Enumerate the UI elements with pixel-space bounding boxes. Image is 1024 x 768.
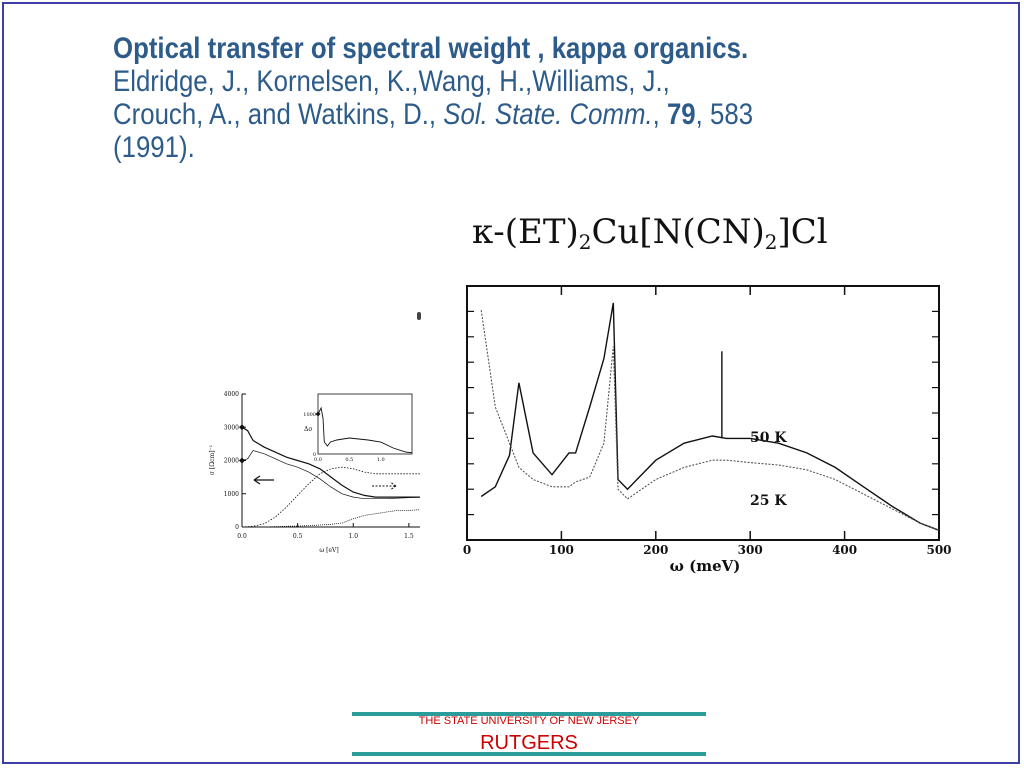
main-x-tick-label: 0 [463,543,471,557]
left-series-line-2 [241,450,420,500]
conductivity-figure: 0 1000 2000 3000 4000 0.0 0.5 1.0 1.5 ω [eV] σ [Ωc… [209,391,420,554]
formula-part-3: ]Cl [777,212,828,252]
footer-rule-bottom [352,752,706,756]
citation-sep: , [652,98,667,131]
left-x-tick-label: 0.0 [237,533,247,540]
inset-frame [317,393,413,455]
compound-formula: κ-(ET)2Cu[N(CN)2]Cl [472,212,828,254]
inset-marker [315,411,321,417]
citation-year: (1991). [113,131,195,164]
left-x-axis-label: ω [eV] [319,547,338,554]
main-figure-lines [480,302,940,531]
inset-x-tick-label: 0.0 [314,457,322,463]
inset-y-axis-label: Δσ [304,426,312,433]
left-x-tick-label: 1.5 [404,533,414,540]
slide-title: Optical transfer of spectral weight , ka… [113,32,749,65]
left-y-tick-label: 1000 [224,491,239,498]
citation-journal-line: Crouch, A., and Watkins, D., Sol. State.… [113,98,853,131]
formula-part-1: κ-(ET) [472,212,579,252]
left-y-tick-label: 4000 [224,391,239,398]
formula-part-2: Cu[N(CN) [591,212,765,252]
main-spectrum-figure: 0 100 200 300 400 500 ω (meV) 50 K 25 K [463,285,952,575]
citation-block: Optical transfer of spectral weight , ka… [113,32,853,164]
main-x-tick-label: 500 [926,543,951,557]
university-line: THE STATE UNIVERSITY OF NEW JERSEY [418,715,640,727]
inset-x-tick-label: 1.0 [377,457,385,463]
left-marker [239,424,245,431]
series-line-1 [480,302,940,531]
left-y-axis-label: σ [Ωcm]⁻¹ [209,445,216,475]
main-x-tick-label: 400 [832,543,857,557]
left-x-tick-label: 1.0 [348,533,358,540]
left-figure-lines [239,424,420,528]
main-x-axis-label: ω (meV) [670,557,741,575]
journal-pages: , 583 [695,98,754,131]
inset-figure: 1000 00.0 0.5 1.0 Δσ [303,393,413,463]
inset-x-tick-label: 0.5 [345,457,353,463]
main-figure-labels: 50 K 25 K [750,430,787,509]
inset-y-tick-label: 0 [313,452,316,458]
main-x-tick-label: 100 [549,543,574,557]
journal-name: Sol. State. Comm. [443,98,653,131]
left-figure-axes: 0 1000 2000 3000 4000 0.0 0.5 1.0 1.5 ω [eV] σ [Ωc… [209,391,420,554]
left-y-tick-label: 3000 [224,424,239,431]
left-series-line-1 [241,426,420,498]
left-y-tick-label: 2000 [224,458,239,465]
inset-series-line [317,406,413,454]
left-x-tick-label: 0.5 [293,533,303,540]
citation-authors-line: Eldridge, J., Kornelsen, K.,Wang, H.,Wil… [113,65,670,98]
left-series-line-4 [242,509,420,528]
footer-logo: THE STATE UNIVERSITY OF NEW JERSEY RUTGE… [352,712,706,758]
main-x-tick-label: 200 [643,543,668,557]
left-arrow [253,475,274,485]
label-25k: 25 K [750,493,787,509]
left-marker [239,457,245,464]
citation-authors-end: Crouch, A., and Watkins, D., [113,98,444,131]
formula-sub-2: 2 [764,230,778,254]
formula-sub-1: 2 [578,230,592,254]
main-plot-frame [466,285,940,541]
label-50k: 50 K [750,430,787,446]
main-figure-axes: 0 100 200 300 400 500 ω (meV) [463,285,952,575]
journal-volume: 79 [666,98,696,131]
inset-y-tick-label: 1000 [303,412,316,418]
series-line-2 [480,310,940,531]
figure-speck [417,312,421,320]
right-arrow [372,481,397,491]
footer-rule-top [352,712,706,716]
main-x-tick-label: 300 [738,543,763,557]
university-name: RUTGERS [480,732,578,754]
left-y-tick-label: 0 [235,524,239,531]
